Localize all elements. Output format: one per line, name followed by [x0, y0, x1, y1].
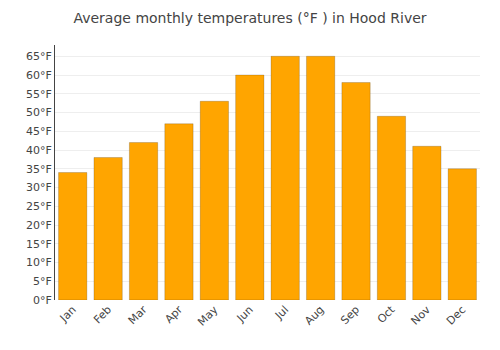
svg-text:Nov: Nov [409, 303, 434, 328]
svg-text:Jun: Jun [234, 303, 256, 325]
svg-text:15°F: 15°F [26, 238, 52, 251]
svg-text:Feb: Feb [91, 303, 114, 326]
svg-text:10°F: 10°F [26, 256, 52, 269]
svg-text:Jul: Jul [272, 303, 291, 322]
svg-text:35°F: 35°F [26, 163, 52, 176]
svg-text:Sep: Sep [338, 303, 362, 327]
svg-text:30°F: 30°F [26, 181, 52, 194]
svg-text:Average monthly temperatures (: Average monthly temperatures (°F ) in Ho… [73, 10, 426, 26]
svg-text:Mar: Mar [126, 303, 150, 327]
svg-text:55°F: 55°F [26, 88, 52, 101]
svg-text:50°F: 50°F [26, 106, 52, 119]
svg-text:0°F: 0°F [33, 294, 52, 307]
svg-text:Dec: Dec [444, 303, 468, 327]
svg-text:60°F: 60°F [26, 69, 52, 82]
svg-text:Apr: Apr [162, 303, 185, 326]
svg-text:65°F: 65°F [26, 50, 52, 63]
svg-text:45°F: 45°F [26, 125, 52, 138]
svg-text:20°F: 20°F [26, 219, 52, 232]
svg-text:Jan: Jan [57, 303, 79, 325]
svg-text:May: May [195, 303, 221, 329]
svg-text:5°F: 5°F [33, 275, 52, 288]
svg-text:40°F: 40°F [26, 144, 52, 157]
svg-text:Aug: Aug [302, 303, 326, 327]
svg-text:Oct: Oct [375, 303, 398, 326]
svg-text:25°F: 25°F [26, 200, 52, 213]
